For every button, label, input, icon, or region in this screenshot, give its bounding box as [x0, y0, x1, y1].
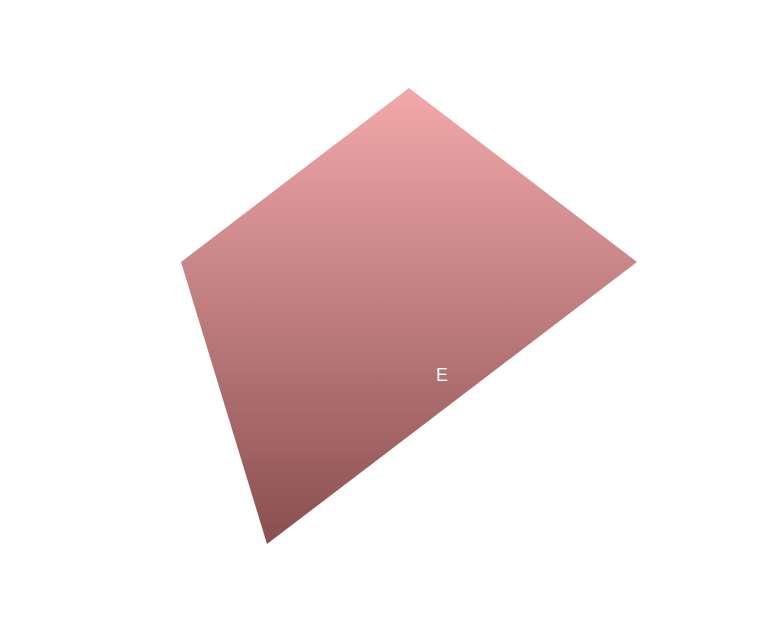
quadrilateral-shape — [181, 88, 637, 544]
vertex-label-e: E — [436, 365, 448, 385]
